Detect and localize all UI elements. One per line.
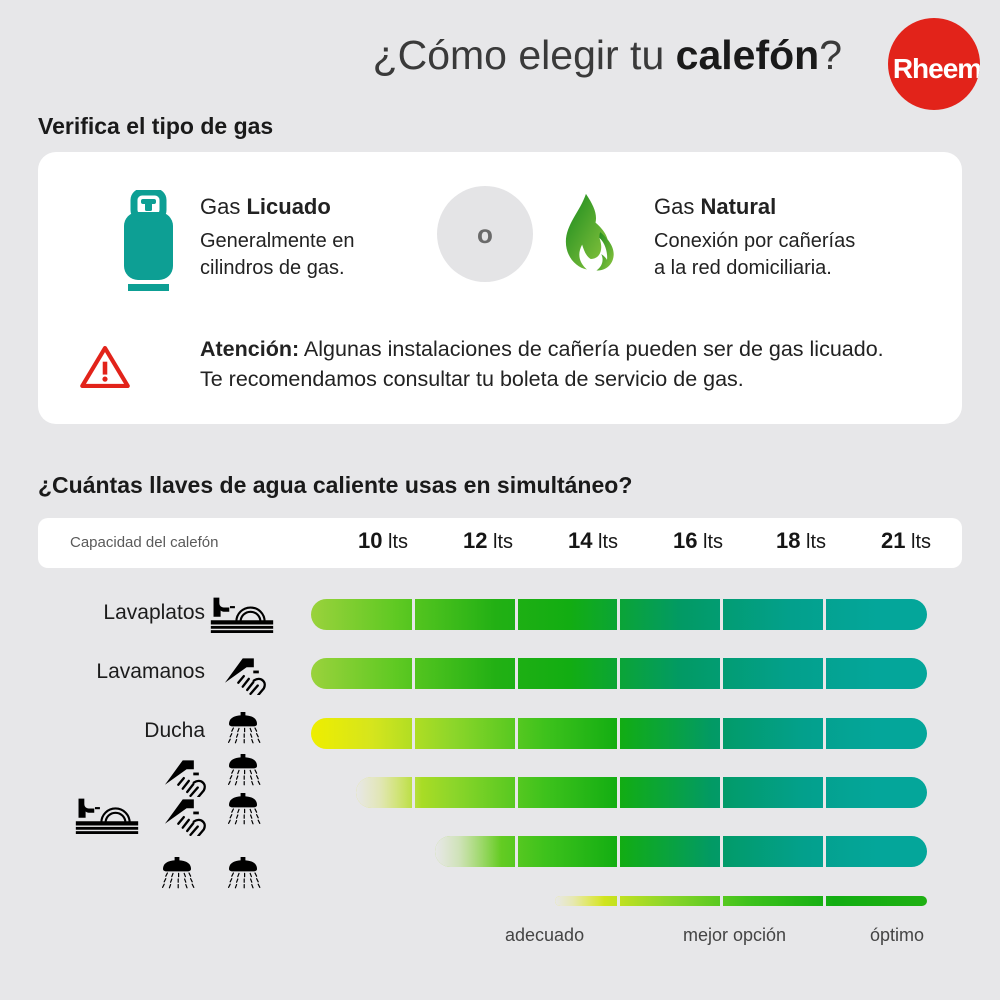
svg-text:Rheem: Rheem — [893, 53, 980, 84]
